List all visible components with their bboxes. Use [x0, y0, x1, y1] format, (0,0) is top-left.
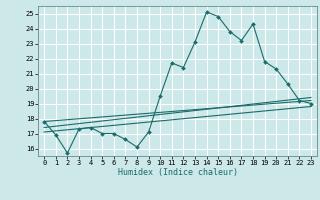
- X-axis label: Humidex (Indice chaleur): Humidex (Indice chaleur): [118, 168, 238, 177]
